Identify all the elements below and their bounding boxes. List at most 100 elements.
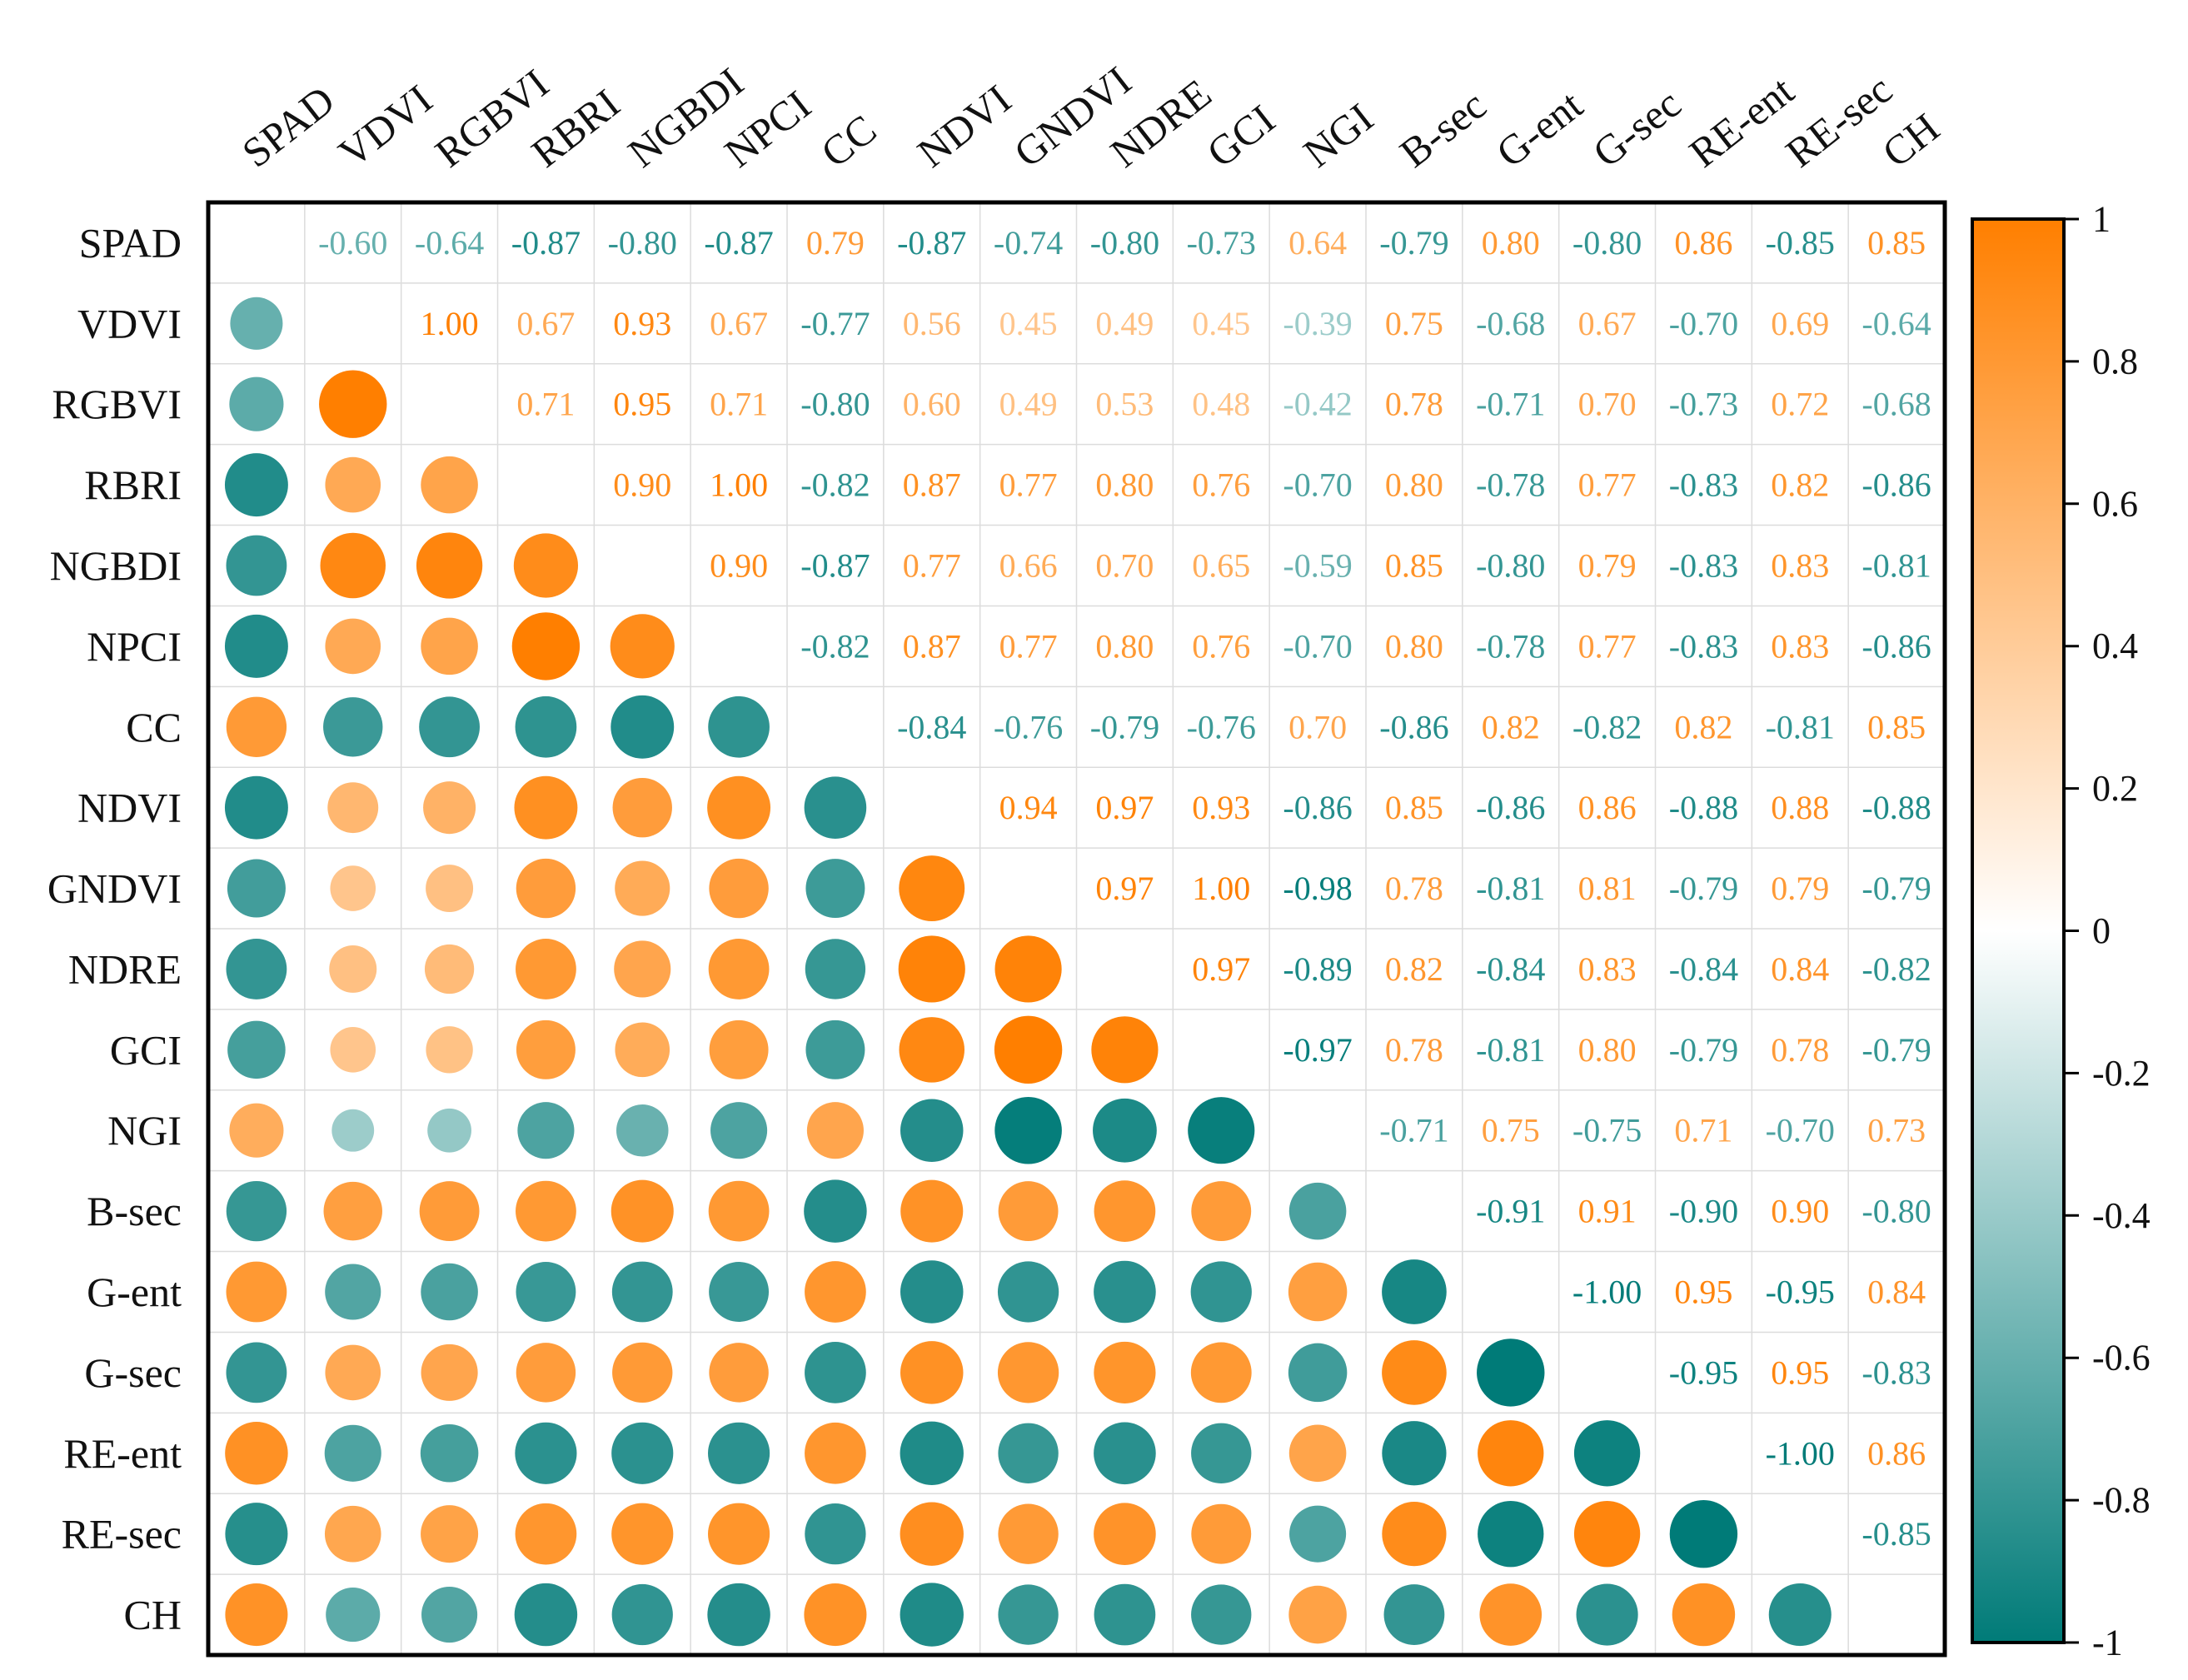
corr-value-NGBDI-CC: -0.87 — [800, 547, 870, 585]
corr-value-VDVI-GCI: 0.45 — [1192, 305, 1250, 342]
corr-circle-B-sec-GNDVI — [998, 1181, 1059, 1242]
corr-value-CC-B-sec: -0.86 — [1379, 708, 1448, 745]
corr-value-SPAD-NPCI: -0.87 — [704, 224, 773, 262]
corr-value-CC-G-sec: -0.82 — [1572, 708, 1642, 745]
corr-circle-RE-ent-RBRI — [515, 1422, 577, 1484]
corr-circle-RE-sec-NGBDI — [611, 1503, 674, 1565]
corr-value-SPAD-RE-sec: -0.85 — [1766, 224, 1835, 262]
colorbar-ticks: 1 0.8 0.6 0.4 0.2 0 -0.2 -0.4 -0.6 -0.8 -1 — [2064, 199, 2151, 1663]
corr-value-VDVI-NGBDI: 0.93 — [613, 305, 671, 342]
corr-circle-GCI-NPCI — [709, 1019, 769, 1079]
corr-circle-G-sec-NPCI — [709, 1343, 769, 1403]
corr-value-G-ent-G-sec: -1.00 — [1572, 1274, 1642, 1311]
corr-value-GNDVI-CH: -0.79 — [1862, 870, 1931, 907]
corr-circle-G-sec-VDVI — [325, 1344, 381, 1401]
row-label-NGI: NGI — [107, 1107, 182, 1154]
corr-circle-NGI-SPAD — [229, 1103, 284, 1158]
corr-value-RBRI-NGBDI: 0.90 — [613, 466, 671, 504]
corr-value-NPCI-B-sec: 0.80 — [1385, 627, 1443, 665]
corr-value-NDRE-NGI: -0.89 — [1283, 950, 1352, 988]
corr-value-RBRI-CC: -0.82 — [800, 466, 870, 504]
corr-circle-NDRE-NPCI — [708, 939, 770, 1000]
corr-circle-RE-ent-GCI — [1191, 1423, 1252, 1483]
corr-value-VDVI-NDVI: 0.56 — [903, 305, 961, 342]
corr-circle-CH-NGI — [1288, 1585, 1347, 1644]
row-label-NGBDI: NGBDI — [50, 542, 182, 589]
corr-value-NGBDI-NDRE: 0.70 — [1095, 547, 1154, 585]
corr-value-GNDVI-RE-sec: 0.79 — [1771, 870, 1829, 907]
corr-circle-B-sec-NDVI — [900, 1179, 964, 1243]
col-label-RE-sec: RE-sec — [1777, 66, 1901, 177]
corr-value-RBRI-NPCI: 1.00 — [710, 466, 768, 504]
row-label-NDRE: NDRE — [68, 945, 182, 992]
corr-circle-NPCI-NGBDI — [610, 614, 675, 679]
corr-circle-NGI-CC — [806, 1102, 864, 1159]
corr-value-VDVI-NPCI: 0.67 — [710, 305, 768, 342]
corr-circle-G-ent-RGBVI — [421, 1263, 478, 1321]
corr-value-RBRI-G-sec: 0.77 — [1578, 466, 1637, 504]
colorbar-tick-label: -1 — [2092, 1623, 2123, 1663]
corr-circle-GNDVI-NDVI — [899, 855, 965, 922]
corr-value-RBRI-NDRE: 0.80 — [1095, 466, 1154, 504]
corr-circle-B-sec-RGBVI — [419, 1181, 480, 1242]
corr-circle-NDVI-RGBVI — [423, 781, 476, 835]
corr-value-NGBDI-G-sec: 0.79 — [1578, 547, 1637, 585]
corr-value-NGBDI-GCI: 0.65 — [1192, 547, 1250, 585]
corr-value-NDRE-B-sec: 0.82 — [1385, 950, 1443, 988]
corr-circle-NDVI-NPCI — [707, 775, 771, 840]
corr-circle-G-ent-NPCI — [709, 1262, 770, 1322]
corr-circle-CH-RGBVI — [421, 1586, 478, 1643]
corr-value-RBRI-G-ent: -0.78 — [1476, 466, 1545, 504]
corr-value-SPAD-G-ent: 0.80 — [1482, 224, 1540, 262]
corr-value-SPAD-RBRI: -0.87 — [511, 224, 581, 262]
corr-value-NDRE-G-sec: 0.83 — [1578, 950, 1637, 988]
corr-circle-CH-CC — [804, 1583, 867, 1647]
corr-circle-NPCI-RBRI — [511, 612, 581, 680]
row-label-G-sec: G-sec — [84, 1349, 182, 1396]
corr-circle-GCI-RBRI — [516, 1019, 576, 1079]
corr-value-G-ent-RE-ent: 0.95 — [1674, 1274, 1732, 1311]
corr-circle-RE-sec-CC — [805, 1503, 866, 1565]
col-label-G-sec: G-sec — [1584, 80, 1689, 177]
colorbar-tick-label: 0.4 — [2092, 626, 2138, 666]
corr-circle-RBRI-SPAD — [224, 453, 288, 517]
corr-value-SPAD-B-sec: -0.79 — [1379, 224, 1448, 262]
row-label-RGBVI: RGBVI — [52, 381, 182, 427]
col-label-CC: CC — [812, 105, 885, 176]
matrix-cells: -0.60 -0.64 -0.87 -0.80 -0.87 0.79 -0.87 -0.74-… — [224, 224, 1931, 1647]
corr-value-RGBVI-CH: -0.68 — [1862, 386, 1931, 423]
corr-value-RGBVI-G-sec: 0.70 — [1578, 386, 1637, 423]
corr-circle-NDRE-NGBDI — [614, 940, 671, 998]
corr-circle-B-sec-GCI — [1191, 1181, 1252, 1242]
corr-value-GNDVI-GCI: 1.00 — [1192, 870, 1250, 907]
corr-circle-NGBDI-RGBVI — [416, 532, 483, 599]
corr-value-CC-GCI: -0.76 — [1187, 708, 1256, 745]
corr-circle-NGI-RBRI — [517, 1102, 575, 1159]
corr-circle-G-sec-NDRE — [1094, 1341, 1156, 1403]
corr-circle-NDRE-SPAD — [226, 939, 287, 1000]
corr-value-NDVI-CH: -0.88 — [1862, 789, 1931, 826]
corr-value-RGBVI-RE-ent: -0.73 — [1669, 386, 1738, 423]
corr-circle-NPCI-VDVI — [325, 618, 381, 675]
corr-value-NPCI-CC: -0.82 — [800, 627, 870, 665]
corr-circle-RGBVI-SPAD — [229, 376, 284, 431]
corr-value-GNDVI-G-sec: 0.81 — [1578, 870, 1637, 907]
corr-circle-GNDVI-RGBVI — [426, 865, 474, 913]
corr-circle-RE-sec-G-sec — [1573, 1501, 1641, 1568]
corr-value-VDVI-NGI: -0.39 — [1283, 305, 1352, 342]
corr-value-B-sec-CH: -0.80 — [1862, 1193, 1931, 1230]
corr-circle-GNDVI-NGBDI — [615, 860, 670, 916]
corr-value-NDVI-GCI: 0.93 — [1192, 789, 1250, 826]
corr-value-GCI-G-sec: 0.80 — [1578, 1031, 1637, 1069]
corr-value-NDRE-RE-sec: 0.84 — [1771, 950, 1829, 988]
corr-value-RGBVI-NGI: -0.42 — [1283, 386, 1352, 423]
corr-circle-CH-NDRE — [1094, 1583, 1156, 1646]
corr-value-NDVI-B-sec: 0.85 — [1385, 789, 1443, 826]
corr-value-SPAD-VDVI: -0.60 — [318, 224, 387, 262]
corr-circle-B-sec-SPAD — [226, 1180, 287, 1242]
corr-value-RE-ent-CH: 0.86 — [1867, 1434, 1926, 1472]
corr-circle-NGI-NDRE — [1093, 1098, 1157, 1163]
corr-value-NGI-B-sec: -0.71 — [1379, 1112, 1448, 1149]
corr-circle-CH-NGBDI — [611, 1583, 673, 1646]
